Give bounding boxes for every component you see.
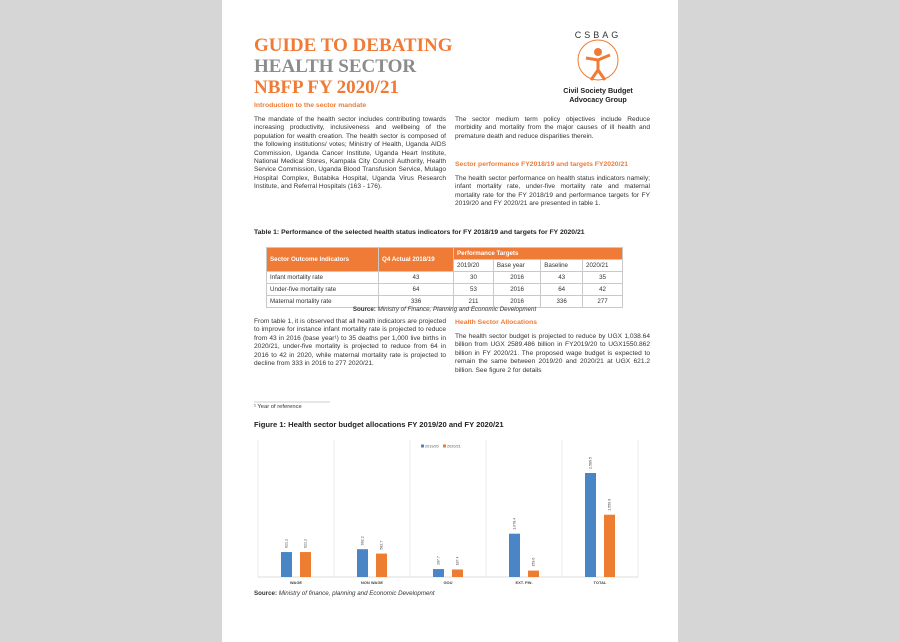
- value-label: 621.2: [285, 539, 289, 548]
- value-label: 621.2: [304, 539, 308, 548]
- value-label: 1,078.4: [513, 518, 517, 530]
- logo: CSBAG: [575, 30, 622, 81]
- x-tick-label: WAGE: [290, 580, 303, 585]
- table-row: Under-five mortality rate 64 53 2016 64 42: [266, 283, 623, 296]
- table-header: Sector Outcome Indicators Q4 Actual 2018…: [266, 247, 623, 272]
- table-cell: 43: [378, 271, 454, 284]
- section-heading: Health Sector Allocations: [455, 319, 538, 326]
- logo-head: [594, 48, 602, 56]
- value-label: 197.7: [437, 556, 441, 565]
- margin-right: [678, 0, 900, 642]
- logo-name-line: Civil Society Budget: [563, 86, 633, 95]
- bar: [376, 553, 387, 577]
- table-row: Maternal mortality rate 336 211 2016 336 277: [266, 295, 623, 308]
- bar: [300, 552, 311, 577]
- bar: [357, 549, 368, 577]
- table-cell: 35: [582, 271, 623, 284]
- table-source: Source: Ministry of Finance, Planning an…: [266, 306, 623, 313]
- title-line: HEALTH SECTOR: [254, 56, 417, 77]
- table-cell: 2016: [492, 295, 542, 308]
- table-cell: 336: [378, 295, 454, 308]
- table-cell: 42: [582, 283, 623, 296]
- title-line: GUIDE TO DEBATING: [254, 35, 453, 56]
- section-heading: Sector performance FY2018/19 and targets…: [455, 161, 629, 168]
- logo-ring: [577, 39, 619, 81]
- table-cell: Maternal mortality rate: [266, 295, 379, 308]
- table-cell: 43: [540, 271, 584, 284]
- table-cell: 2016: [492, 283, 542, 296]
- bar: [585, 473, 596, 577]
- logo-name: Civil Society Budget Advocacy Group: [548, 86, 648, 104]
- x-tick-label: TOTAL: [594, 580, 608, 585]
- bar: [604, 514, 615, 577]
- header-cell: Performance Targets: [453, 247, 623, 260]
- bar: [528, 570, 539, 577]
- table-cell: 64: [378, 283, 454, 296]
- paragraph: The mandate of the health sector include…: [254, 116, 446, 191]
- paragraph: From table 1, it is observed that all he…: [254, 318, 446, 368]
- table-title: Table 1: Performance of the selected hea…: [254, 229, 585, 236]
- source-label: Source:: [254, 590, 278, 597]
- margin-left: [0, 0, 222, 642]
- table: Sector Outcome Indicators Q4 Actual 2018…: [266, 247, 623, 308]
- table-cell: Infant mortality rate: [266, 271, 379, 284]
- value-label: 1,550.9: [608, 499, 612, 511]
- table-cell: 211: [453, 295, 494, 308]
- title: GUIDE TO DEBATING HEALTH SECTOR NBFP FY …: [254, 35, 453, 98]
- figure-source: Source: Ministry of finance, planning an…: [254, 590, 435, 597]
- logo-name-line: Advocacy Group: [569, 94, 627, 104]
- source-text: Ministry of finance, planning and Econom…: [278, 590, 435, 597]
- table-cell: 2016: [492, 271, 542, 284]
- subheader-cell: Base year: [492, 259, 542, 272]
- bar: [452, 569, 463, 577]
- value-label: 582.7: [380, 541, 384, 550]
- table-cell: 277: [582, 295, 623, 308]
- bar: [281, 552, 292, 577]
- subheader-cell: 2019/20: [453, 259, 494, 272]
- header-cell: Q4 Actual 2018/19: [378, 247, 454, 272]
- table-cell: 53: [453, 283, 494, 296]
- footnote: ¹ Year of reference: [254, 404, 302, 410]
- x-tick-label: EXT. FIN.: [515, 580, 532, 585]
- subheader-cell: Baseline: [540, 259, 584, 272]
- logo-letters: CSBAG: [575, 30, 622, 40]
- table-cell: Under-five mortality rate: [266, 283, 379, 296]
- paragraph: The sector medium term policy objectives…: [455, 116, 650, 140]
- x-tick-label: NON WAGE: [361, 580, 384, 585]
- subheader-cell: 2020/21: [582, 259, 623, 272]
- chart: 2019/20 2020/21 WAGE 621.2 621.2 NON WAGE 692.…: [257, 440, 639, 585]
- source-text: Ministry of Finance, Planning and Econom…: [377, 306, 537, 313]
- table-cell: 64: [540, 283, 584, 296]
- paragraph: The health sector budget is projected to…: [455, 333, 650, 374]
- legend-label: 2020/21: [447, 445, 461, 449]
- paragraph: The health sector performance on health …: [455, 175, 650, 208]
- bar: [509, 533, 520, 577]
- value-label: 2,589.5: [589, 457, 593, 469]
- figure-title: Figure 1: Health sector budget allocatio…: [254, 420, 504, 429]
- section-heading: Introduction to the sector mandate: [254, 102, 367, 109]
- value-label: 692.2: [361, 536, 365, 545]
- value-label: 159.6: [532, 558, 536, 567]
- logo-figure: [585, 53, 611, 81]
- title-line: NBFP FY 2020/21: [254, 77, 399, 98]
- legend-swatch: [421, 444, 424, 448]
- legend-label: 2019/20: [425, 445, 439, 449]
- legend-swatch: [443, 444, 446, 448]
- value-label: 187.4: [456, 556, 460, 565]
- source-label: Source:: [352, 306, 376, 313]
- table-row: Infant mortality rate 43 30 2016 43 35: [266, 271, 623, 284]
- table-cell: 30: [453, 271, 494, 284]
- x-tick-label: GOU: [443, 580, 452, 585]
- bar: [433, 569, 444, 577]
- header-cell: Sector Outcome Indicators: [266, 247, 379, 272]
